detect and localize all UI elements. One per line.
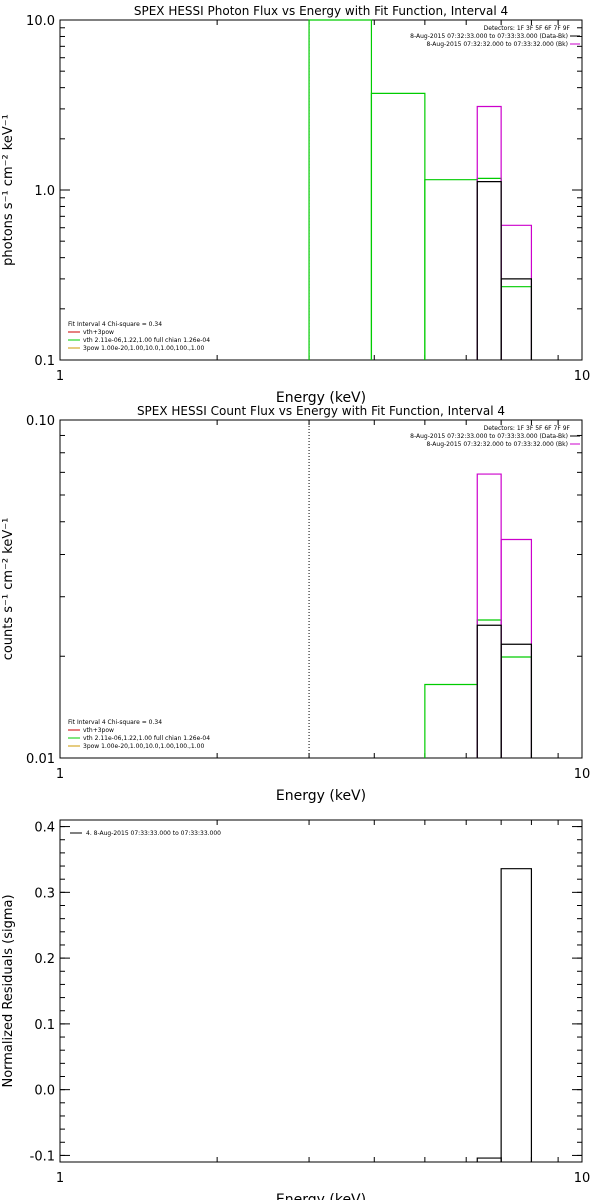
histogram-bin [476, 473, 502, 758]
x-axis-ticks [59, 20, 583, 360]
legend-entry-text: 3pow 1.00e-20,1.00,10.0,1.00,100.,1.00 [83, 345, 204, 352]
histogram-bin [500, 868, 533, 1162]
y-tick-label: 0.2 [34, 952, 55, 967]
histogram-bin [424, 683, 478, 758]
y-tick-label: 0.4 [34, 821, 55, 836]
chart-panel-2: SPEX HESSI Count Flux vs Energy with Fit… [1, 404, 590, 804]
detector-legend: Detectors: 1F 3F 5F 6F 7F 9F8-Aug-2015 0… [410, 25, 580, 48]
x-tick-label: 10 [574, 767, 591, 782]
histogram-bin [476, 619, 502, 758]
y-tick-label: 0.1 [34, 354, 55, 369]
y-tick-label: 0.3 [34, 886, 55, 901]
histogram-bin [370, 92, 426, 360]
fit-legend: Fit Interval 4 Chi-square = 0.34vth+3pow… [68, 321, 210, 352]
y-tick-label: 10.0 [26, 14, 55, 29]
histogram-bin [476, 624, 502, 758]
legend-entry-text: 8-Aug-2015 07:32:33.000 to 07:33:33.000 … [410, 433, 568, 440]
y-tick-label: 1.0 [34, 184, 55, 199]
histogram-bin [476, 105, 502, 360]
plot-frame [59, 19, 583, 361]
plot-frame [59, 419, 583, 759]
series-3 [476, 181, 533, 360]
histogram-bin [308, 19, 373, 360]
x-tick-label: 10 [574, 369, 591, 384]
chart-panel-3: 1 10 Energy (keV) -0.1 0.0 0.1 0.2 0.3 0.4 Normal… [1, 819, 591, 1200]
legend-header: Fit Interval 4 Chi-square = 0.34 [68, 321, 162, 328]
histogram-bin [500, 656, 533, 758]
x-tick-label: 1 [56, 767, 64, 782]
legend-entry-text: 8-Aug-2015 07:32:33.000 to 07:33:33.000 … [410, 33, 568, 40]
legend-header: Detectors: 1F 3F 5F 6F 7F 9F [484, 425, 571, 432]
data-series [308, 19, 533, 360]
histogram-bin [424, 179, 478, 360]
histogram-bin [500, 224, 533, 360]
chart-title: SPEX HESSI Count Flux vs Energy with Fit… [137, 404, 505, 418]
y-axis-ticks [60, 826, 582, 1156]
legend-entry-text: 8-Aug-2015 07:32:32.000 to 07:33:32.000 … [426, 41, 568, 48]
y-tick-label: 0.01 [26, 752, 55, 767]
series-3 [476, 624, 533, 758]
legend-header: Detectors: 1F 3F 5F 6F 7F 9F [484, 25, 571, 32]
detector-legend: Detectors: 1F 3F 5F 6F 7F 9F8-Aug-2015 0… [410, 425, 580, 448]
histogram-bin [500, 643, 533, 758]
histogram-bin [476, 1157, 502, 1162]
y-tick-label: 0.0 [34, 1084, 55, 1099]
plot-frame [59, 819, 583, 1163]
histogram-bin [500, 286, 533, 360]
y-tick-label: -0.1 [30, 1149, 55, 1164]
data-series [424, 473, 533, 758]
x-axis-ticks [59, 820, 583, 1162]
legend-header: Fit Interval 4 Chi-square = 0.34 [68, 719, 162, 726]
data-series [476, 868, 533, 1162]
chart-title: SPEX HESSI Photon Flux vs Energy with Fi… [134, 4, 508, 18]
y-axis-ticks [60, 19, 582, 361]
series-1 [476, 868, 533, 1162]
y-axis-label: counts s⁻¹ cm⁻² keV⁻¹ [1, 518, 16, 661]
histogram-bin [500, 538, 533, 758]
series-1 [308, 19, 533, 360]
y-tick-label: 0.10 [26, 414, 55, 429]
chart-panel-1: SPEX HESSI Photon Flux vs Energy with Fi… [1, 4, 590, 406]
legend-entry-text: 4. 8-Aug-2015 07:33:33.000 to 07:33:33.0… [86, 830, 221, 837]
residual-legend: 4. 8-Aug-2015 07:33:33.000 to 07:33:33.0… [70, 830, 221, 837]
legend-entry-text: vth 2.11e-06,1.22,1.00 full chian 1.26e-… [83, 735, 210, 742]
histogram-bin [476, 181, 502, 360]
legend-entry-text: 3pow 1.00e-20,1.00,10.0,1.00,100.,1.00 [83, 743, 204, 750]
histogram-bin [500, 278, 533, 360]
legend-entry-text: vth 2.11e-06,1.22,1.00 full chian 1.26e-… [83, 337, 210, 344]
legend-entry-text: vth+3pow [83, 727, 114, 734]
x-tick-label: 1 [56, 369, 64, 384]
y-axis-ticks [60, 419, 582, 759]
x-tick-label: 1 [56, 1171, 64, 1186]
series-2 [476, 105, 533, 360]
fit-legend: Fit Interval 4 Chi-square = 0.34vth+3pow… [68, 719, 210, 750]
x-axis-label: Energy (keV) [276, 788, 366, 804]
legend-entry-text: vth+3pow [83, 329, 114, 336]
legend-entry-text: 8-Aug-2015 07:32:32.000 to 07:33:32.000 … [426, 441, 568, 448]
y-tick-label: 0.1 [34, 1018, 55, 1033]
series-2 [476, 473, 533, 758]
x-axis-ticks [59, 420, 583, 758]
x-tick-label: 10 [574, 1171, 591, 1186]
x-axis-label: Energy (keV) [276, 390, 366, 406]
histogram-bin [476, 177, 502, 360]
y-axis-label: photons s⁻¹ cm⁻² keV⁻¹ [1, 114, 16, 266]
series-1 [424, 619, 533, 758]
x-axis-label: Energy (keV) [276, 1192, 366, 1200]
y-axis-label: Normalized Residuals (sigma) [1, 894, 16, 1087]
